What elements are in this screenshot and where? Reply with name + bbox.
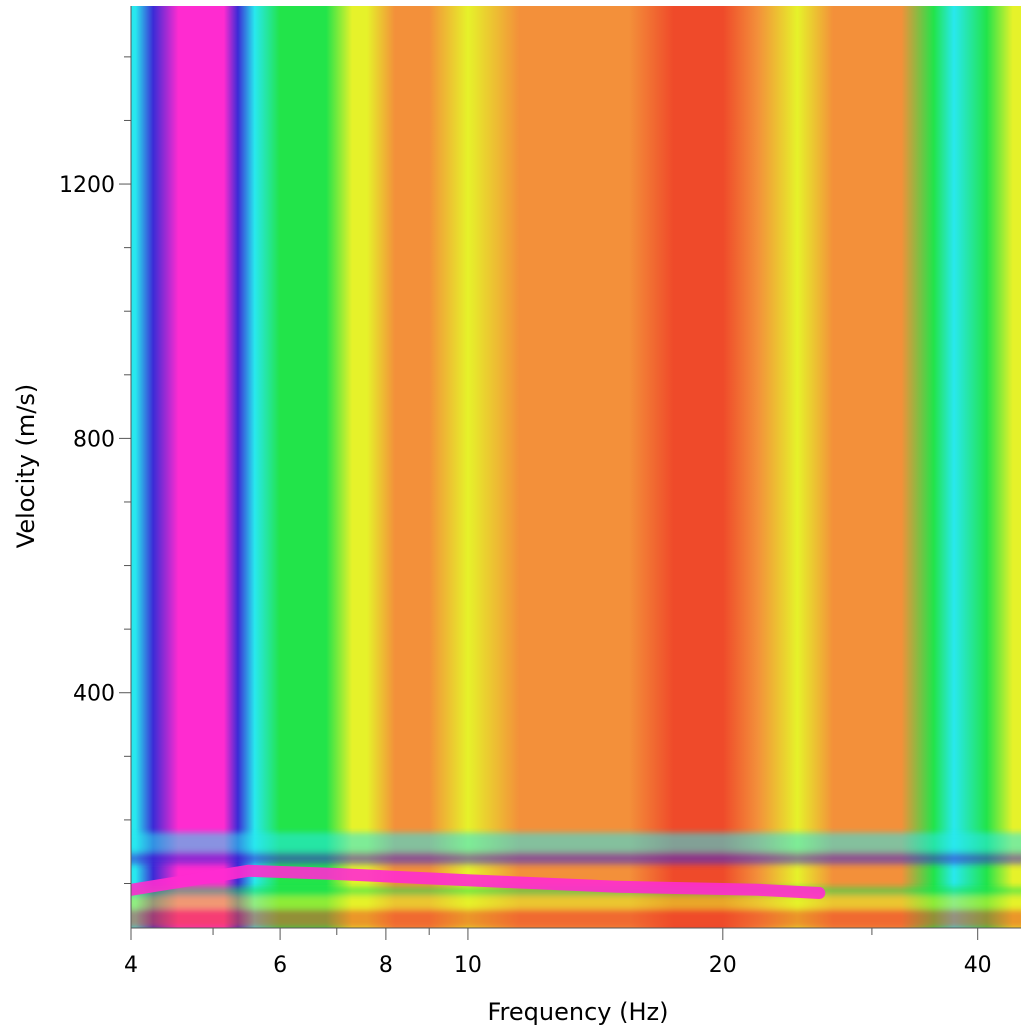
low-layer-green	[131, 886, 1021, 897]
y-tick-label: 1200	[59, 173, 115, 198]
x-tick-label: 4	[124, 953, 138, 978]
low-layer-cyan	[131, 832, 1021, 852]
low-velocity-bands	[131, 832, 1021, 928]
y-tick-label: 800	[73, 427, 115, 452]
heatmap-background	[131, 6, 1021, 928]
x-tick-label: 20	[709, 953, 737, 978]
low-layer-blue	[131, 851, 1021, 865]
x-tick-label: 40	[964, 953, 992, 978]
x-tick-label: 6	[273, 953, 287, 978]
y-axis-title: Velocity (m/s)	[12, 384, 40, 548]
dispersion-curve	[131, 864, 826, 899]
x-axis-title: Frequency (Hz)	[488, 998, 669, 1026]
y-axis: 400 800 1200	[59, 6, 132, 928]
x-tick-label: 8	[379, 953, 393, 978]
low-layer-red	[131, 908, 1021, 928]
plot-area	[131, 6, 1021, 928]
low-layer-yellow	[131, 896, 1021, 909]
x-tick-label: 10	[454, 953, 482, 978]
x-axis: 4 6 8 10 20 40	[124, 927, 1021, 978]
y-tick-label: 400	[73, 682, 115, 707]
